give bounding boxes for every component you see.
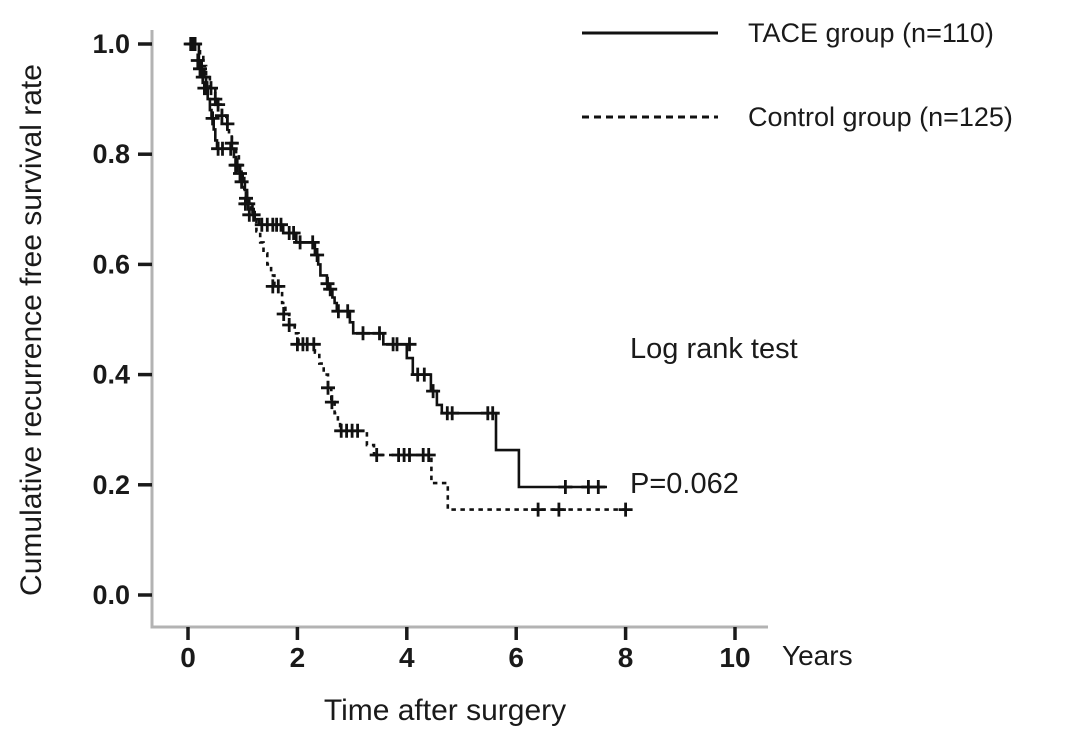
y-tick-label: 0.6 (92, 249, 130, 279)
y-tick-label: 0.2 (92, 470, 130, 500)
y-tick-label: 1.0 (92, 29, 130, 59)
x-tick-label: 6 (508, 642, 524, 673)
x-tick-label: 10 (719, 642, 750, 673)
x-axis-unit-label: Years (782, 640, 853, 671)
x-axis-title: Time after surgery (323, 694, 567, 727)
censor-marks-tace (183, 37, 606, 494)
x-tick-label: 0 (180, 642, 196, 673)
x-tick-label: 4 (399, 642, 415, 673)
x-tick-label: 8 (618, 642, 634, 673)
legend-label-control: Control group (n=125) (748, 101, 1013, 132)
log-rank-annotation: Log rank test P=0.062 (630, 237, 798, 597)
annotation-line-1: Log rank test (630, 333, 798, 365)
x-tick-label: 2 (290, 642, 306, 673)
legend-item-control: Control group (n=125) (580, 98, 1080, 136)
survival-curve-tace (188, 42, 607, 489)
survival-curve-control (188, 42, 632, 511)
censor-marks-control (184, 37, 633, 517)
y-tick-label: 0.0 (92, 580, 130, 610)
legend-item-tace: TACE group (n=110) (580, 14, 1080, 52)
y-tick-label: 0.8 (92, 139, 130, 169)
y-axis-title: Cumulative recurrence free survival rate (15, 64, 48, 596)
dashed-line-sample-icon (582, 115, 718, 119)
y-tick-label: 0.4 (92, 360, 130, 390)
annotation-line-2: P=0.062 (630, 468, 739, 500)
solid-line-sample-icon (582, 31, 718, 35)
legend-label-tace: TACE group (n=110) (748, 17, 994, 48)
legend: TACE group (n=110) Control group (n=125) (580, 14, 1080, 182)
